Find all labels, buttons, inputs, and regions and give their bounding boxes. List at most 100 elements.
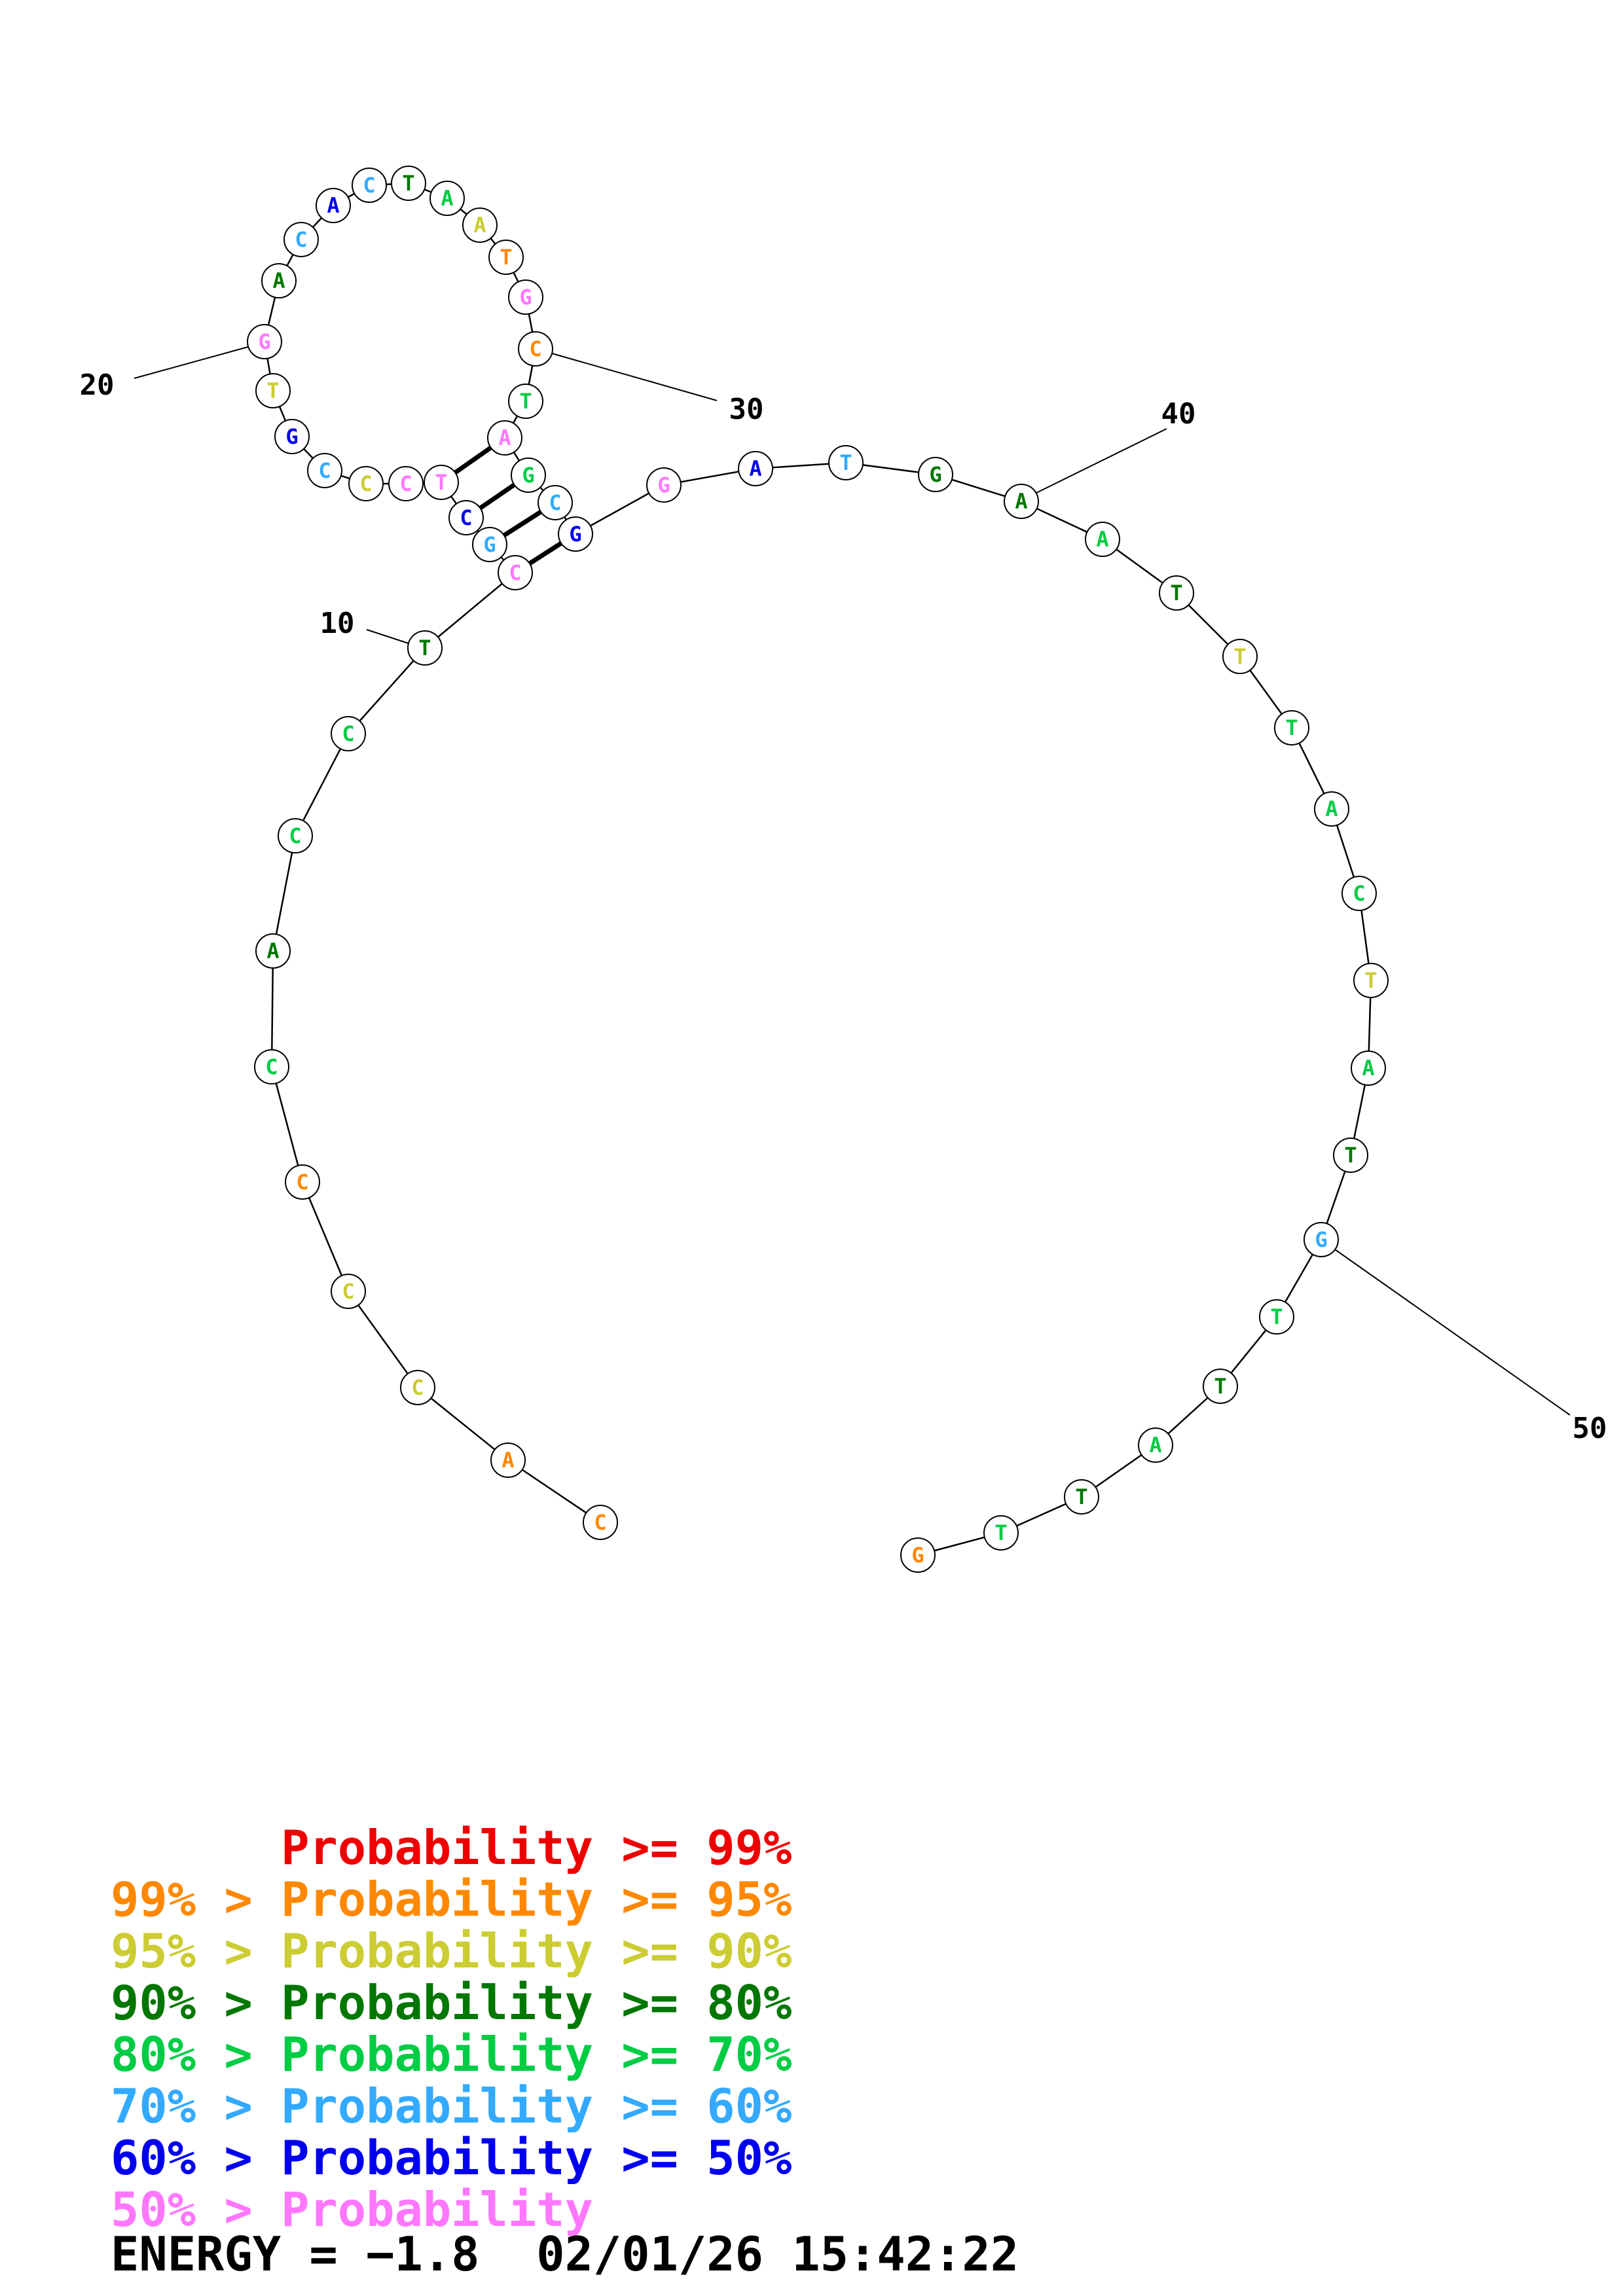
- nucleotide-letter: A: [473, 213, 486, 238]
- legend-row-6: 70% > Probability >= 60%: [111, 2079, 792, 2134]
- base-36-G: G: [646, 467, 682, 503]
- base-50-G: G: [1304, 1222, 1339, 1257]
- nucleotide-circle: [448, 500, 484, 535]
- nucleotide-letter: G: [929, 462, 941, 487]
- nucleotide-circle: [331, 716, 366, 751]
- base-28-T: T: [488, 240, 524, 275]
- nucleotide-letter: A: [501, 1448, 514, 1473]
- base-52-T: T: [1203, 1369, 1238, 1404]
- nucleotide-letter: T: [1270, 1304, 1283, 1329]
- base-5-C: C: [285, 1164, 320, 1200]
- base-41-A: A: [1085, 522, 1120, 557]
- backbone-segment: [301, 1181, 350, 1292]
- base-40-A: A: [1004, 484, 1039, 519]
- base-51-T: T: [1259, 1299, 1294, 1335]
- energy-annotation: ENERGY = −1.8 02/01/26 15:42:22: [111, 2227, 1019, 2282]
- base-46-C: C: [1341, 876, 1377, 911]
- base-19-T: T: [255, 373, 291, 408]
- nucleotide-letter: G: [285, 424, 298, 449]
- base-7-A: A: [255, 933, 291, 969]
- legend-row-8: 50% > Probability: [111, 2182, 593, 2237]
- nucleotide-letter: G: [911, 1543, 924, 1568]
- base-49-T: T: [1333, 1138, 1368, 1173]
- base-4-C: C: [331, 1274, 366, 1309]
- base-38-T: T: [828, 445, 864, 480]
- legend-row-1: Probability >= 99%: [111, 1820, 792, 1875]
- nucleotide-letter: A: [327, 193, 339, 218]
- legend-row-4: 90% > Probability >= 80%: [111, 1975, 792, 2030]
- nucleotide-circle: [1004, 484, 1039, 519]
- nucleotide-letter: C: [295, 227, 307, 252]
- nucleotide-circle: [983, 1515, 1019, 1551]
- nucleotide-letter: A: [1362, 1056, 1374, 1081]
- nucleotide-circle: [1222, 639, 1258, 674]
- nucleotide-circle: [538, 485, 573, 520]
- base-54-T: T: [1064, 1479, 1099, 1515]
- nucleotide-letter: T: [266, 378, 279, 403]
- legend-row-7: 60% > Probability >= 50%: [111, 2130, 792, 2185]
- position-label-30: 30: [729, 393, 764, 426]
- base-24-C: C: [352, 168, 387, 203]
- nucleotide-letter: T: [839, 450, 852, 475]
- base-34-C: C: [538, 485, 573, 520]
- base-10-T: T: [407, 630, 443, 666]
- backbone-segment: [348, 647, 426, 734]
- nucleotide-letter: C: [289, 823, 301, 848]
- nucleotide-letter: C: [460, 505, 472, 530]
- base-16-C: C: [348, 466, 384, 501]
- base-53-A: A: [1138, 1427, 1173, 1463]
- nucleotide-letter: G: [569, 522, 581, 547]
- legend-row-5: 80% > Probability >= 70%: [111, 2027, 792, 2082]
- nucleotide-letter: T: [1075, 1484, 1087, 1509]
- nucleotide-letter: C: [594, 1510, 606, 1535]
- nucleotide-circle: [490, 1443, 526, 1478]
- position-label-20: 20: [80, 368, 115, 402]
- nucleotide-letter: A: [498, 425, 511, 450]
- nucleotide-letter: T: [1364, 968, 1377, 993]
- base-35-G: G: [558, 516, 593, 552]
- base-6-C: C: [254, 1049, 289, 1085]
- nucleotide-letter: C: [359, 471, 372, 496]
- nucleotide-letter: T: [1285, 715, 1298, 740]
- base-3-C: C: [400, 1370, 435, 1405]
- nucleotide-circle: [508, 384, 543, 419]
- base-23-A: A: [316, 188, 351, 223]
- nucleotide-circle: [1159, 575, 1194, 611]
- base-45-A: A: [1314, 791, 1349, 827]
- base-30-C: C: [518, 331, 553, 367]
- nucleotide-letter: C: [342, 1279, 354, 1304]
- nucleotide-circle: [274, 419, 310, 454]
- nucleotide-circle: [1064, 1479, 1099, 1515]
- nucleotide-letter: A: [1096, 527, 1108, 552]
- base-8-C: C: [278, 818, 313, 853]
- nucleotide-circle: [558, 516, 593, 552]
- base-48-A: A: [1351, 1050, 1386, 1086]
- nucleotide-circle: [1314, 791, 1349, 827]
- base-29-G: G: [508, 279, 543, 315]
- nucleotide-letter: C: [529, 336, 541, 361]
- base-21-A: A: [261, 263, 297, 298]
- base-55-T: T: [983, 1515, 1019, 1551]
- nucleotide-circle: [388, 466, 424, 501]
- nucleotide-circle: [278, 818, 313, 853]
- base-11-C: C: [498, 555, 533, 590]
- nucleotide-letter: T: [994, 1520, 1007, 1545]
- base-42-T: T: [1159, 575, 1194, 611]
- nucleotide-circle: [316, 188, 351, 223]
- nucleotide-letter: G: [519, 285, 532, 310]
- label-leader-lines: [134, 346, 1571, 1416]
- nucleotide-letter: G: [657, 473, 670, 497]
- nucleotide-letter: C: [509, 560, 521, 585]
- base-43-T: T: [1222, 639, 1258, 674]
- nucleotide-circle: [498, 555, 533, 590]
- nucleotide-letter: A: [1325, 797, 1338, 821]
- nucleotide-letter: A: [272, 268, 285, 293]
- base-1-C: C: [583, 1505, 618, 1540]
- base-20-G: G: [247, 324, 282, 359]
- nucleotide-letter: A: [266, 939, 279, 963]
- nucleotide-circle: [1203, 1369, 1238, 1404]
- nucleotide-circle: [307, 453, 342, 488]
- base-18-G: G: [274, 419, 310, 454]
- base-14-T: T: [424, 465, 459, 500]
